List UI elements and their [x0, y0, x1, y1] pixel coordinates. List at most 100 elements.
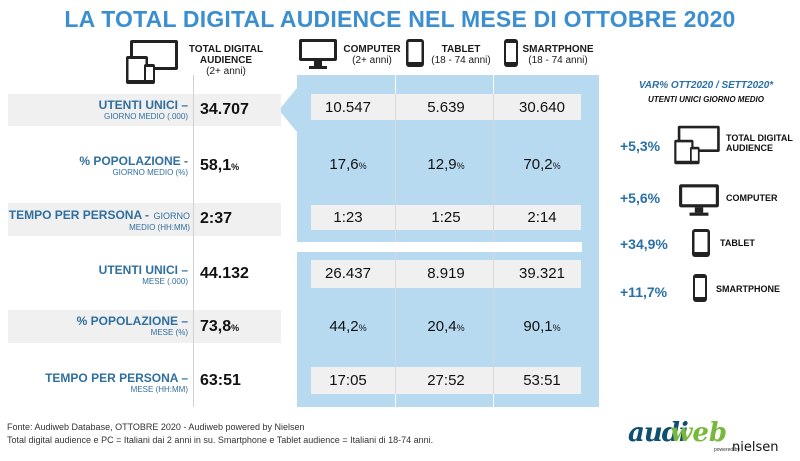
row-label-main-tail: GIORNO — [153, 211, 190, 221]
header-total-line1: TOTAL DIGITAL — [188, 44, 264, 55]
footer-source: Fonte: Audiweb Database, OTTOBRE 2020 - … — [7, 422, 305, 432]
row-label-main: TEMPO PER PERSONA - GIORNO — [8, 208, 190, 223]
percent-sign: % — [552, 161, 561, 171]
row-label: UTENTI UNICI – MESE (.000) — [10, 264, 188, 287]
smartphone-number: 70,2 — [523, 156, 553, 173]
smartphone-value: 30.640 — [519, 99, 565, 116]
row-highlight — [311, 94, 581, 120]
percent-sign: % — [358, 323, 367, 333]
variation-pct-computer: +5,6% — [620, 190, 661, 206]
row-label-main: % POPOLAZIONE - — [79, 154, 188, 168]
tablet-value: 27:52 — [427, 372, 465, 389]
percent-sign: % — [552, 323, 561, 333]
variation-title: VAR% OTT2020 / SETT2020* — [638, 80, 774, 91]
row-label-sub: MEDIO (HH:MM) — [129, 223, 190, 232]
smartphone-value: 39.321 — [519, 265, 565, 282]
variation-subtitle: UTENTI UNICI GIORNO MEDIO — [648, 95, 764, 104]
row-highlight — [311, 260, 581, 288]
row-label: TEMPO PER PERSONA - GIORNO MEDIO (HH:MM) — [8, 208, 190, 233]
smartphone-value: 90,1% — [494, 318, 590, 335]
total-value: 2:37 — [200, 210, 233, 227]
row-label-sub: MESE (%) — [150, 328, 188, 337]
logo-powered-by: powered by — [714, 447, 740, 453]
row-highlight — [311, 367, 581, 394]
tablet-value: 5.639 — [427, 99, 465, 116]
variation-pct-smartphone: +11,7% — [620, 284, 668, 300]
header-computer: COMPUTER (2+ anni) — [342, 44, 402, 66]
header-tablet: TABLET (18 - 74 anni) — [426, 44, 496, 66]
computer-number: 17,6 — [329, 156, 359, 173]
tablet-value: 1:25 — [431, 209, 461, 226]
logo-part2: web — [670, 418, 728, 448]
tablet-number: 20,4 — [427, 318, 457, 335]
devices-icon — [674, 125, 720, 165]
row-label: % POPOLAZIONE - GIORNO MEDIO (%) — [10, 155, 188, 178]
tablet-value: 20,4% — [398, 318, 494, 335]
total-value: 58,1% — [200, 157, 239, 175]
header-total-sub: (2+ anni) — [206, 66, 246, 77]
row-highlight — [311, 205, 581, 230]
tablet-icon — [692, 229, 710, 257]
variation-label-total: TOTAL DIGITAL AUDIENCE — [726, 133, 793, 153]
page-title: LA TOTAL DIGITAL AUDIENCE NEL MESE DI OT… — [64, 6, 736, 32]
row-shade — [8, 310, 281, 343]
row-label-main-text: TEMPO PER PERSONA - — [8, 208, 150, 222]
percent-sign: % — [456, 323, 465, 333]
total-value: 34.707 — [200, 101, 249, 118]
computer-value: 1:23 — [333, 209, 363, 226]
logo-part1: audi — [628, 418, 689, 448]
variation-label-line2: AUDIENCE — [726, 143, 774, 153]
header-smartphone: SMARTPHONE (18 - 74 anni) — [520, 44, 596, 66]
row-label: UTENTI UNICI – GIORNO MEDIO (.000) — [10, 99, 188, 122]
header-tablet-sub: (18 - 74 anni) — [431, 55, 491, 66]
device-panel — [297, 75, 599, 407]
variation-label-computer: COMPUTER — [726, 193, 778, 203]
row-label-sub: MESE (HH:MM) — [130, 385, 188, 394]
header-computer-label: COMPUTER — [343, 44, 401, 55]
tablet-value: 8.919 — [427, 265, 465, 282]
row-label-sub: GIORNO MEDIO (%) — [112, 168, 188, 177]
row-label-main: UTENTI UNICI – — [98, 98, 188, 112]
variation-pct-tablet: +34,9% — [620, 236, 668, 252]
logo-nielsen: nielsen — [732, 440, 779, 455]
smartphone-icon — [504, 39, 518, 67]
smartphone-icon — [693, 274, 707, 302]
row-shade — [8, 94, 281, 126]
row-label-main: UTENTI UNICI – — [98, 263, 188, 277]
header-computer-sub: (2+ anni) — [352, 55, 392, 66]
percent-sign: % — [231, 162, 240, 172]
computer-value: 17:05 — [329, 372, 367, 389]
smartphone-number: 90,1 — [523, 318, 553, 335]
total-value: 73,8% — [200, 318, 239, 336]
smartphone-value: 2:14 — [527, 209, 557, 226]
row-label: % POPOLAZIONE – MESE (%) — [10, 315, 188, 338]
row-label-main: TEMPO PER PERSONA – — [45, 371, 188, 385]
computer-number: 44,2 — [329, 318, 359, 335]
header-total: TOTAL DIGITAL AUDIENCE (2+ anni) — [186, 44, 266, 77]
computer-icon — [299, 39, 337, 69]
row-shade — [8, 203, 281, 236]
percent-sign: % — [231, 323, 240, 333]
devices-icon — [126, 40, 178, 84]
row-label-sub: MESE (.000) — [142, 277, 188, 286]
variation-label-smartphone: SMARTPHONE — [716, 284, 781, 294]
section-separator — [8, 242, 582, 252]
row-label-main: % POPOLAZIONE – — [76, 314, 188, 328]
label-divider — [193, 75, 194, 407]
row-label-sub: GIORNO MEDIO (.000) — [103, 112, 188, 121]
total-number: 73,8 — [200, 318, 232, 335]
footer-note: Total digital audience e PC = Italiani d… — [7, 435, 434, 445]
computer-value: 26.437 — [325, 265, 371, 282]
panel-pointer — [279, 88, 297, 132]
audiweb-logo: audi web powered by nielsen — [628, 418, 788, 455]
header-tablet-label: TABLET — [441, 44, 481, 55]
smartphone-value: 53:51 — [523, 372, 561, 389]
variation-pct-total: +5,3% — [620, 138, 661, 154]
smartphone-value: 70,2% — [494, 156, 590, 173]
computer-value: 10.547 — [325, 99, 371, 116]
header-total-line2: AUDIENCE — [199, 55, 253, 66]
percent-sign: % — [358, 161, 367, 171]
tablet-number: 12,9 — [427, 156, 457, 173]
variation-label-tablet: TABLET — [720, 238, 755, 248]
computer-icon — [679, 184, 719, 216]
